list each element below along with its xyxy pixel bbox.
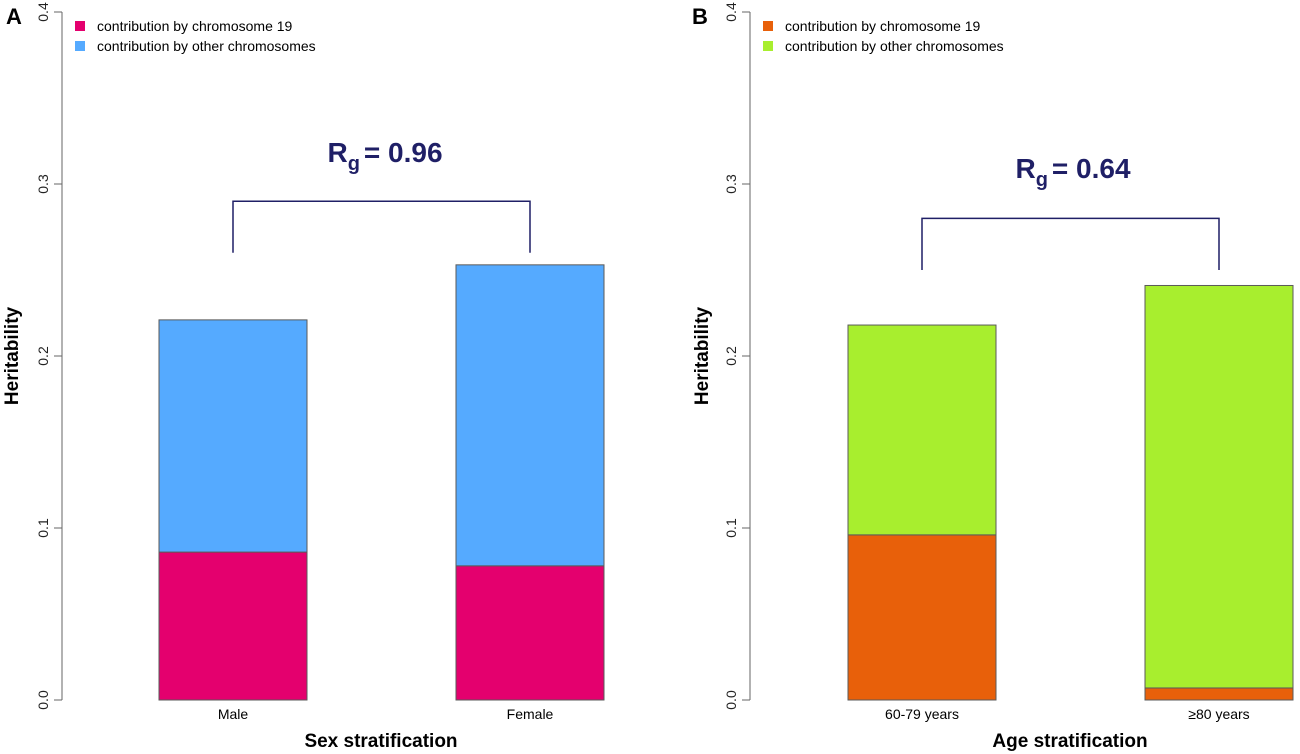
y-tick-label: 0.4 xyxy=(723,2,739,22)
legend-label: contribution by chromosome 19 xyxy=(97,18,293,34)
y-tick-label: 0.0 xyxy=(723,690,739,710)
bar-chr19-1 xyxy=(1144,687,1294,701)
y-axis-label: Heritability xyxy=(692,306,713,405)
legend-swatch xyxy=(75,21,85,31)
legend-label: contribution by chromosome 19 xyxy=(785,18,981,34)
rg-annotation: Rg = 0.96 xyxy=(327,137,442,175)
panel-letter: B xyxy=(692,4,708,29)
bar-other-0 xyxy=(847,324,997,536)
y-tick-label: 0.3 xyxy=(35,174,51,194)
x-tick-label: Female xyxy=(507,706,554,722)
legend-swatch xyxy=(75,41,85,51)
bar-other-1 xyxy=(455,264,605,567)
y-axis-label: Heritability xyxy=(2,306,23,405)
chart-panel-b: B 0.0 0.1 0.2 0.3 0.4 Heritability 60-79 years ≥… xyxy=(692,2,1294,752)
x-axis-label: Sex stratification xyxy=(304,731,457,752)
legend-label: contribution by other chromosomes xyxy=(785,38,1004,54)
rg-annotation: Rg = 0.64 xyxy=(1015,153,1131,191)
bar-chr19-0 xyxy=(158,551,308,701)
y-tick-label: 0.2 xyxy=(723,346,739,366)
x-tick-label: ≥80 years xyxy=(1188,706,1249,722)
x-tick-label: 60-79 years xyxy=(885,706,959,722)
y-tick-label: 0.1 xyxy=(35,518,51,538)
bar-other-0 xyxy=(158,319,308,553)
bar-chr19-0 xyxy=(847,534,997,701)
x-axis-label: Age stratification xyxy=(992,731,1147,752)
comparison-bracket xyxy=(232,200,531,253)
panel-letter: A xyxy=(6,4,22,29)
y-tick-label: 0.0 xyxy=(35,690,51,710)
y-tick-label: 0.3 xyxy=(723,174,739,194)
comparison-bracket xyxy=(921,217,1220,270)
legend-swatch xyxy=(763,21,773,31)
y-tick-label: 0.4 xyxy=(35,2,51,22)
bar-chr19-1 xyxy=(455,565,605,701)
bar-other-1 xyxy=(1144,284,1294,689)
x-tick-label: Male xyxy=(218,706,249,722)
legend-label: contribution by other chromosomes xyxy=(97,38,316,54)
y-tick-label: 0.1 xyxy=(723,518,739,538)
chart-panel-a: A 0.0 0.1 0.2 0.3 0.4 Heritability Male Female Se… xyxy=(2,2,605,752)
y-tick-label: 0.2 xyxy=(35,346,51,366)
legend-swatch xyxy=(763,41,773,51)
